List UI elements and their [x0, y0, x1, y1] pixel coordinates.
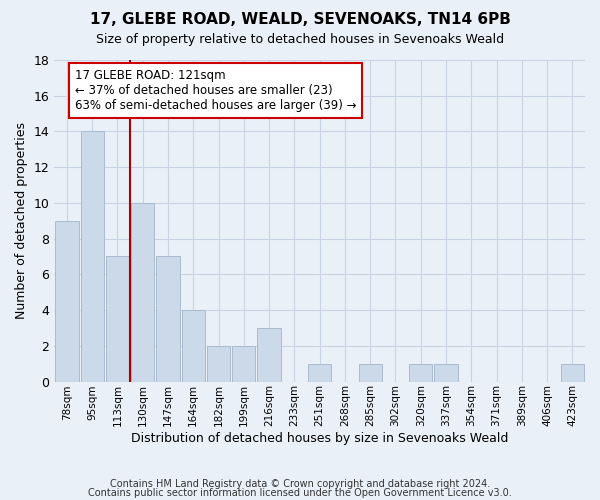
Bar: [106, 256, 129, 382]
Bar: [359, 364, 382, 382]
Bar: [207, 346, 230, 382]
Text: Contains public sector information licensed under the Open Government Licence v3: Contains public sector information licen…: [88, 488, 512, 498]
Bar: [308, 364, 331, 382]
Y-axis label: Number of detached properties: Number of detached properties: [15, 122, 28, 320]
Bar: [434, 364, 458, 382]
Bar: [409, 364, 433, 382]
Text: Contains HM Land Registry data © Crown copyright and database right 2024.: Contains HM Land Registry data © Crown c…: [110, 479, 490, 489]
Bar: [257, 328, 281, 382]
Bar: [182, 310, 205, 382]
X-axis label: Distribution of detached houses by size in Sevenoaks Weald: Distribution of detached houses by size …: [131, 432, 508, 445]
Bar: [80, 132, 104, 382]
Bar: [131, 203, 154, 382]
Bar: [561, 364, 584, 382]
Text: 17 GLEBE ROAD: 121sqm
← 37% of detached houses are smaller (23)
63% of semi-deta: 17 GLEBE ROAD: 121sqm ← 37% of detached …: [74, 69, 356, 112]
Text: Size of property relative to detached houses in Sevenoaks Weald: Size of property relative to detached ho…: [96, 32, 504, 46]
Bar: [157, 256, 179, 382]
Bar: [55, 221, 79, 382]
Text: 17, GLEBE ROAD, WEALD, SEVENOAKS, TN14 6PB: 17, GLEBE ROAD, WEALD, SEVENOAKS, TN14 6…: [89, 12, 511, 28]
Bar: [232, 346, 256, 382]
